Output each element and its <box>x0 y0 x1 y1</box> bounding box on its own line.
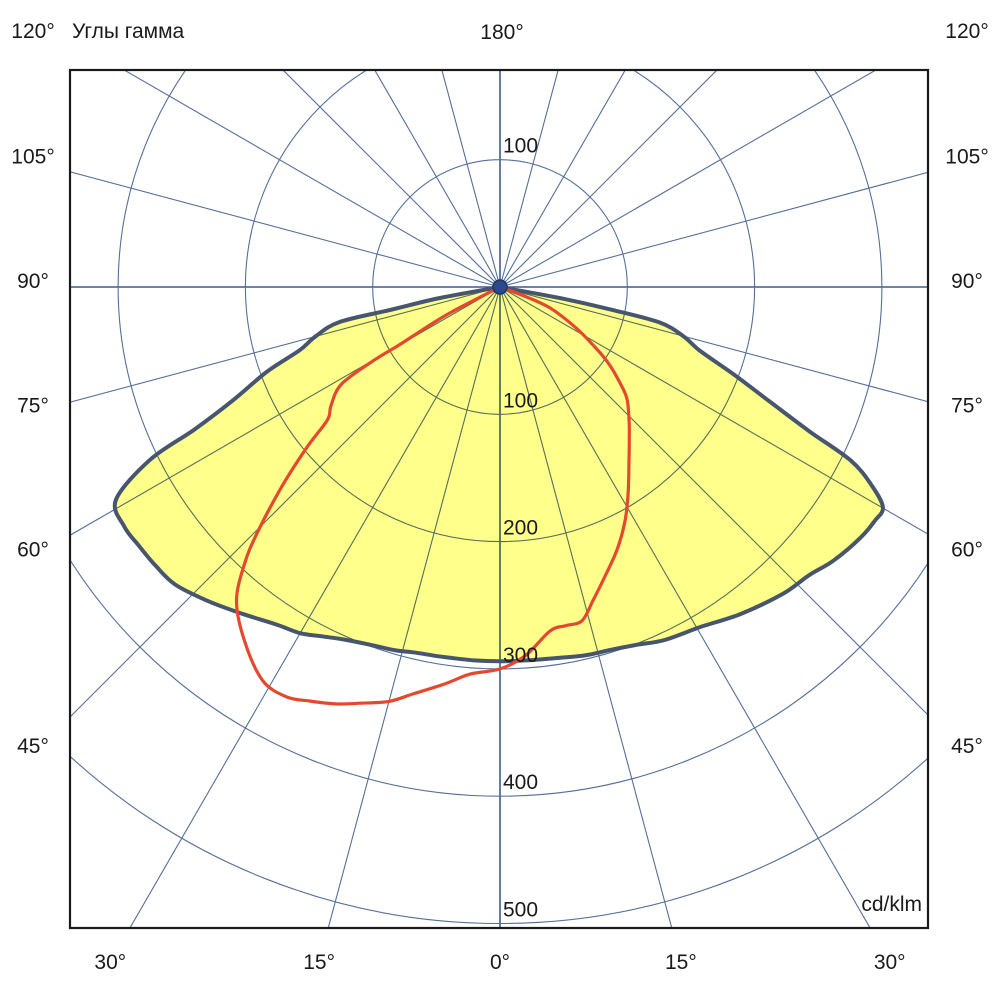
gamma-ray-gridline <box>499 71 626 288</box>
gamma-ray-gridline <box>374 71 501 288</box>
plot-border <box>68 68 930 930</box>
distribution-curves <box>112 279 885 706</box>
gamma-angle-label-left: 60° <box>17 538 49 561</box>
gamma-ray-gridline <box>499 286 927 402</box>
intensity-ring-gridline <box>244 71 756 543</box>
gamma-angle-label-left: 105° <box>11 145 54 168</box>
filled-curve-area <box>114 287 883 662</box>
gamma-ray-gridline <box>499 286 673 927</box>
gamma-angle-label-bottom: 15° <box>303 951 335 974</box>
gamma-ray-gridline <box>499 286 871 927</box>
gamma-angle-label-right: 60° <box>951 538 983 561</box>
gamma-ray-gridline <box>129 286 501 927</box>
unit-label: cd/klm <box>861 893 922 916</box>
gamma-ray-gridline <box>124 71 501 288</box>
intensity-ring-gridline <box>372 159 628 415</box>
filled-curve-fill-layer <box>114 287 883 662</box>
gamma-angle-label-right: 90° <box>951 270 983 293</box>
gamma-ray-gridline <box>499 71 559 288</box>
filled-curve-outline <box>112 285 885 664</box>
polar-center-dot <box>492 279 508 295</box>
ring-value-label: 500 <box>503 899 538 922</box>
gamma-angle-label-bottom: 15° <box>665 951 697 974</box>
gamma-ray-gridline <box>71 286 501 717</box>
gamma-angle-label-180: 180° <box>480 21 523 44</box>
intensity-ring-gridline <box>71 560 927 797</box>
gamma-angle-label-right: 105° <box>945 145 988 168</box>
gamma-ray-gridline <box>499 71 876 288</box>
gamma-ray-gridline <box>283 71 501 288</box>
intensity-ring-gridline <box>71 756 927 924</box>
gamma-angle-label-left: 90° <box>17 270 49 293</box>
ring-value-label-upper: 100 <box>503 135 538 158</box>
chart-title: Углы гамма <box>72 20 185 43</box>
gamma-angle-label-top-left: 120° <box>11 20 54 43</box>
gamma-angle-label-bottom: 0° <box>490 951 510 974</box>
gamma-ray-gridline <box>499 71 717 288</box>
gamma-ray-gridline <box>71 286 501 403</box>
gamma-angle-label-left: 45° <box>17 735 49 758</box>
gamma-ray-gridline <box>441 71 501 288</box>
gamma-angle-label-top-right: 120° <box>945 20 988 43</box>
gamma-angle-label-bottom: 30° <box>874 951 906 974</box>
gamma-ray-gridline <box>499 172 927 288</box>
gamma-angle-label-bottom: 30° <box>94 951 126 974</box>
gamma-ray-gridline <box>71 286 501 536</box>
ring-value-label: 400 <box>503 771 538 794</box>
gamma-angle-label-right: 45° <box>951 735 983 758</box>
ring-value-label: 200 <box>503 517 538 540</box>
gamma-ray-gridline <box>71 171 501 288</box>
gamma-ray-gridline <box>499 286 927 715</box>
gamma-angle-label-right: 75° <box>951 395 983 418</box>
red-curve <box>234 285 631 706</box>
gamma-ray-gridline <box>499 286 927 535</box>
gamma-ray-gridline <box>327 286 501 927</box>
ring-value-label: 300 <box>503 644 538 667</box>
gamma-angle-label-left: 75° <box>17 395 49 418</box>
axis-labels: 120° 120° 180° 105° 105° 90° 90° 75° 75° 60° 60° 45… <box>11 20 988 974</box>
ring-value-label: 100 <box>503 389 538 412</box>
